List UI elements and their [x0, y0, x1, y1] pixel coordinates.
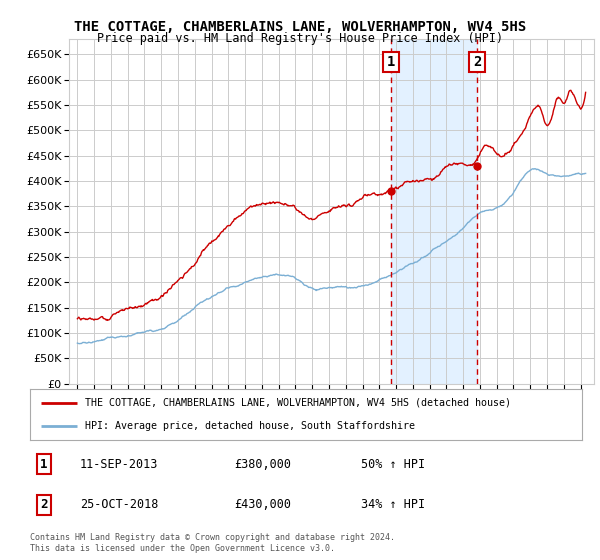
Text: 34% ↑ HPI: 34% ↑ HPI	[361, 498, 425, 511]
Text: 1: 1	[387, 55, 395, 69]
Text: THE COTTAGE, CHAMBERLAINS LANE, WOLVERHAMPTON, WV4 5HS (detached house): THE COTTAGE, CHAMBERLAINS LANE, WOLVERHA…	[85, 398, 511, 408]
Text: Contains HM Land Registry data © Crown copyright and database right 2024.
This d: Contains HM Land Registry data © Crown c…	[30, 533, 395, 553]
Text: 11-SEP-2013: 11-SEP-2013	[80, 458, 158, 470]
Bar	[391, 39, 477, 384]
Text: 2: 2	[473, 55, 481, 69]
Text: 2: 2	[40, 498, 47, 511]
Text: £380,000: £380,000	[234, 458, 291, 470]
Text: 50% ↑ HPI: 50% ↑ HPI	[361, 458, 425, 470]
Text: £430,000: £430,000	[234, 498, 291, 511]
Text: 25-OCT-2018: 25-OCT-2018	[80, 498, 158, 511]
Text: THE COTTAGE, CHAMBERLAINS LANE, WOLVERHAMPTON, WV4 5HS: THE COTTAGE, CHAMBERLAINS LANE, WOLVERHA…	[74, 20, 526, 34]
Text: Price paid vs. HM Land Registry's House Price Index (HPI): Price paid vs. HM Land Registry's House …	[97, 32, 503, 45]
Text: 1: 1	[40, 458, 47, 470]
Text: HPI: Average price, detached house, South Staffordshire: HPI: Average price, detached house, Sout…	[85, 421, 415, 431]
